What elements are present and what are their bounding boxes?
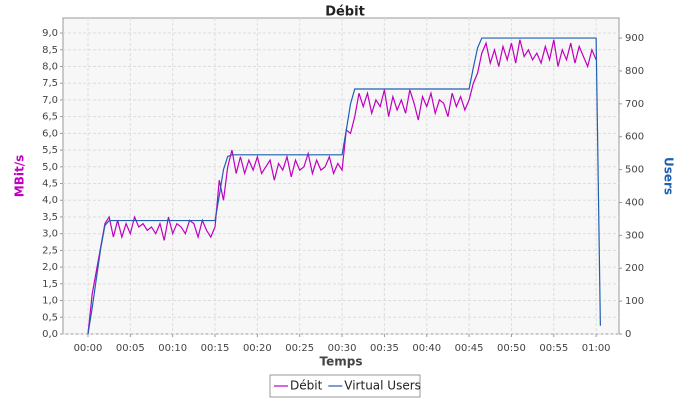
x-axis-label: Temps <box>320 355 363 369</box>
x-tick-label: 00:10 <box>158 343 187 354</box>
y-tick-label: 1,0 <box>42 296 58 307</box>
legend-label: Virtual Users <box>344 379 421 393</box>
y2-tick-label: 100 <box>625 296 644 307</box>
y-tick-label: 4,0 <box>42 195 58 206</box>
series-line <box>87 37 601 335</box>
y-tick-label: 6,0 <box>42 128 58 139</box>
y2-tick-label: 400 <box>625 197 644 208</box>
y2-tick-label: 800 <box>625 66 644 77</box>
y-tick-label: 5,5 <box>42 145 58 156</box>
y2-tick-label: 700 <box>625 99 644 110</box>
y-tick-label: 4,5 <box>42 179 58 190</box>
x-tick-label: 00:50 <box>497 343 526 354</box>
y2-tick-label: 500 <box>625 165 644 176</box>
chart-title: Débit <box>325 5 365 20</box>
y-tick-label: 1,5 <box>42 279 58 290</box>
y-tick-label: 5,0 <box>42 162 58 173</box>
y2-tick-label: 900 <box>625 33 644 44</box>
y2-axis-label: Users <box>662 157 676 195</box>
y-tick-label: 6,5 <box>42 112 58 123</box>
x-tick-label: 00:20 <box>243 343 272 354</box>
y-tick-label: 2,5 <box>42 245 58 256</box>
y-axis-label: MBit/s <box>13 155 27 197</box>
y-tick-label: 8,0 <box>42 61 58 72</box>
legend: Débit Virtual Users <box>269 374 421 398</box>
x-tick-label: 00:45 <box>455 343 484 354</box>
y-tick-label: 2,0 <box>42 262 58 273</box>
y-tick-label: 3,0 <box>42 229 58 240</box>
x-tick-label: 00:05 <box>116 343 145 354</box>
y-tick-label: 3,5 <box>42 212 58 223</box>
y-tick-label: 8,5 <box>42 45 58 56</box>
y2-tick-label: 200 <box>625 263 644 274</box>
y-tick-label: 0,5 <box>42 312 58 323</box>
x-tick-label: 00:40 <box>412 343 441 354</box>
x-tick-label: 01:00 <box>582 343 611 354</box>
y-tick-label: 7,0 <box>42 95 58 106</box>
x-tick-label: 00:30 <box>328 343 357 354</box>
series-line <box>87 39 597 335</box>
legend-box <box>269 374 421 398</box>
plot-area <box>62 17 620 335</box>
x-tick-label: 00:25 <box>285 343 314 354</box>
y-tick-label: 0,0 <box>42 329 58 340</box>
x-tick-label: 00:15 <box>201 343 230 354</box>
x-tick-label: 00:00 <box>74 343 103 354</box>
y-tick-label: 7,5 <box>42 78 58 89</box>
y2-tick-label: 0 <box>625 329 631 340</box>
y-tick-label: 9,0 <box>42 28 58 39</box>
legend-label: Débit <box>290 379 323 393</box>
y2-tick-label: 600 <box>625 132 644 143</box>
x-tick-label: 00:55 <box>539 343 568 354</box>
y2-tick-label: 300 <box>625 230 644 241</box>
x-tick-label: 00:35 <box>370 343 399 354</box>
